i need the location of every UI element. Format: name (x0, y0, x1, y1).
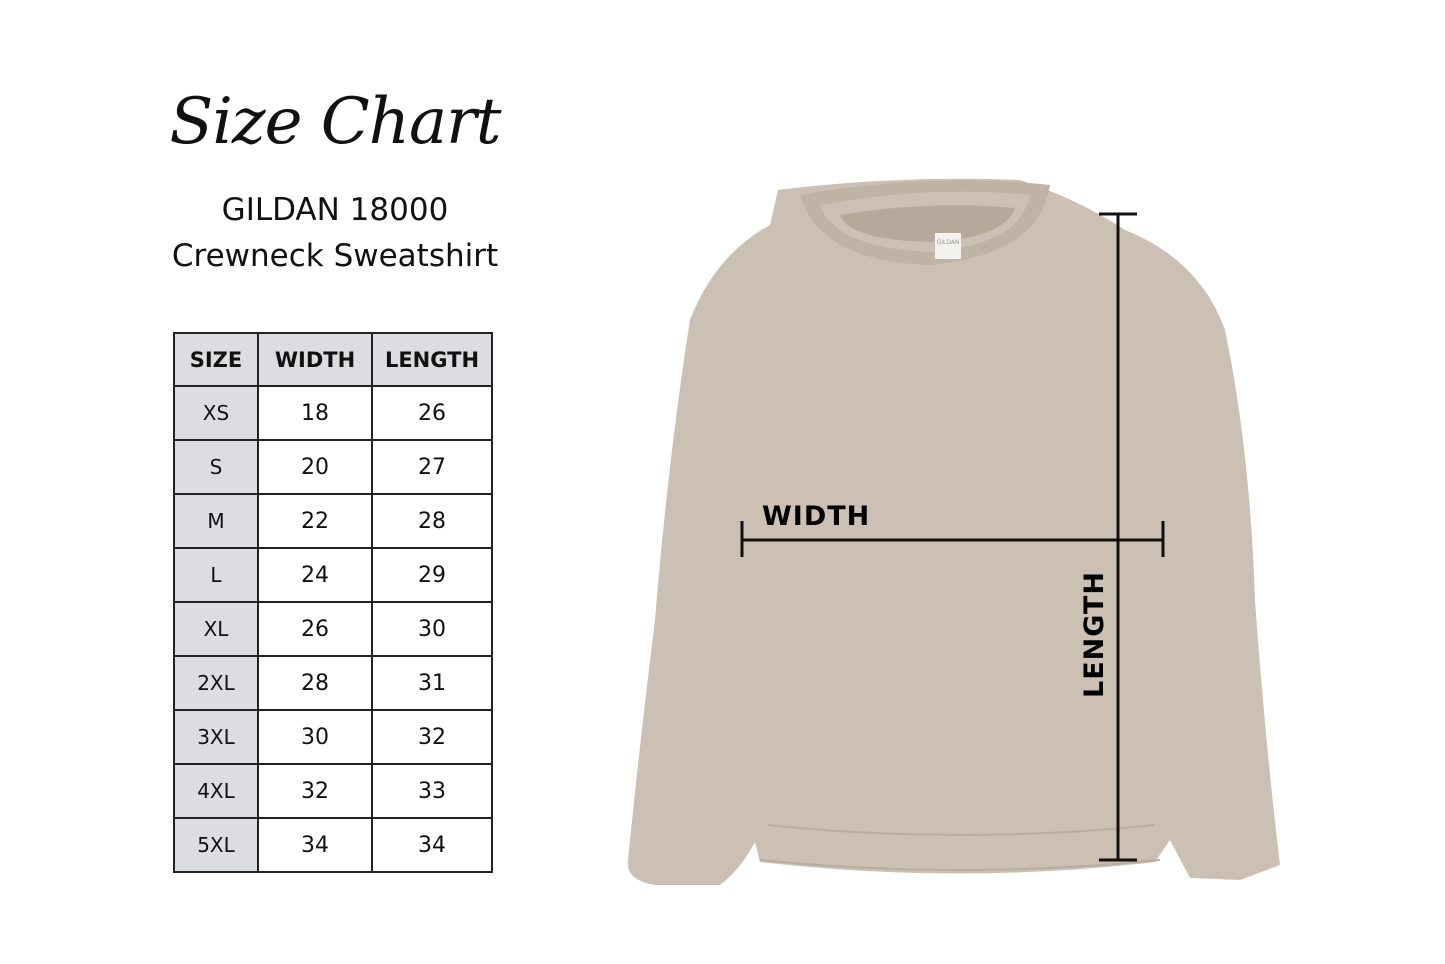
width-cell: 24 (257, 547, 373, 603)
width-label: WIDTH (762, 501, 870, 532)
tag-logo: GILDAN (937, 239, 960, 246)
column-header-size: SIZE (173, 332, 259, 387)
width-cell: 30 (257, 709, 373, 765)
column-header-width: WIDTH (257, 332, 373, 387)
table-row: 5XL 34 34 (173, 817, 493, 873)
size-cell: L (173, 547, 259, 603)
size-table: SIZE WIDTH LENGTH XS 18 26 S 20 27 M 22 28 L 24 29 X… (173, 332, 493, 873)
width-cell: 26 (257, 601, 373, 657)
width-measure: WIDTH (740, 501, 1165, 557)
table-row: XS 18 26 (173, 385, 493, 441)
length-cell: 28 (371, 493, 493, 549)
product-name: GILDAN 18000 (221, 192, 449, 228)
size-cell: 3XL (173, 709, 259, 765)
table-header-row: SIZE WIDTH LENGTH (173, 332, 493, 387)
size-cell: XL (173, 601, 259, 657)
size-cell: 2XL (173, 655, 259, 711)
table-row: XL 26 30 (173, 601, 493, 657)
length-cell: 32 (371, 709, 493, 765)
width-cell: 34 (257, 817, 373, 873)
table-row: 4XL 32 33 (173, 763, 493, 819)
size-cell: 5XL (173, 817, 259, 873)
width-cell: 32 (257, 763, 373, 819)
width-cell: 18 (257, 385, 373, 441)
length-cell: 29 (371, 547, 493, 603)
size-cell: 4XL (173, 763, 259, 819)
width-cell: 28 (257, 655, 373, 711)
length-label: LENGTH (1079, 571, 1110, 698)
product-style: Crewneck Sweatshirt (171, 238, 499, 274)
table-row: 3XL 30 32 (173, 709, 493, 765)
length-cell: 31 (371, 655, 493, 711)
column-header-length: LENGTH (371, 332, 493, 387)
length-cell: 30 (371, 601, 493, 657)
width-cell: 22 (257, 493, 373, 549)
sweatshirt-illustration: GILDAN (627, 178, 1280, 885)
size-cell: XS (173, 385, 259, 441)
size-cell: M (173, 493, 259, 549)
length-cell: 33 (371, 763, 493, 819)
length-measure: LENGTH (1079, 212, 1137, 862)
width-cell: 20 (257, 439, 373, 495)
page-title: Size Chart (169, 85, 502, 159)
length-cell: 34 (371, 817, 493, 873)
length-cell: 26 (371, 385, 493, 441)
table-row: L 24 29 (173, 547, 493, 603)
table-row: S 20 27 (173, 439, 493, 495)
gildan-tag (935, 233, 961, 259)
size-cell: S (173, 439, 259, 495)
table-row: 2XL 28 31 (173, 655, 493, 711)
table-row: M 22 28 (173, 493, 493, 549)
length-cell: 27 (371, 439, 493, 495)
